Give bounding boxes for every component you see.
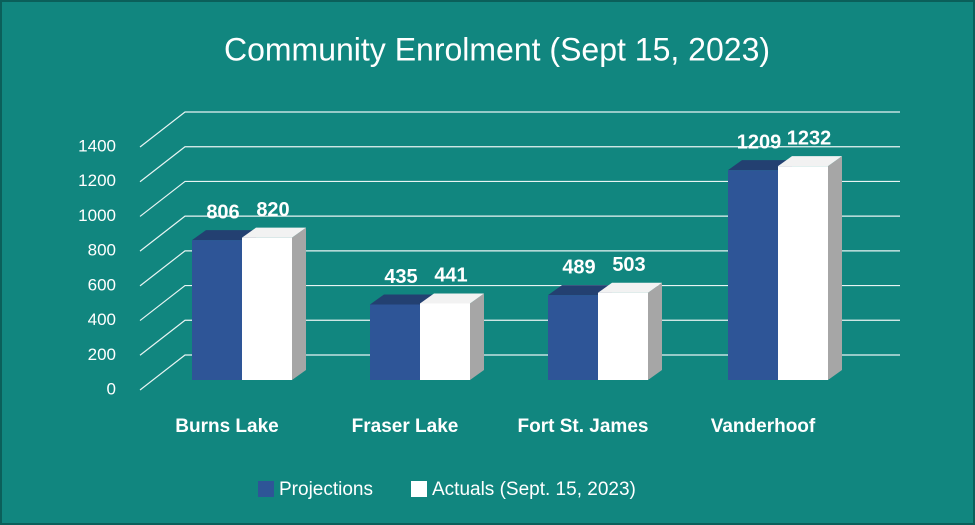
bar (778, 166, 828, 380)
y-tick-label: 600 (88, 275, 116, 294)
grid-line (139, 180, 900, 217)
bar-side (292, 227, 306, 380)
y-tick-label: 1000 (78, 206, 116, 225)
x-tick-label: Fort St. James (518, 416, 649, 437)
legend-swatch (411, 481, 427, 497)
bar-top (192, 230, 256, 241)
grid-line (139, 215, 900, 252)
legend-swatch (258, 481, 274, 497)
data-label: 1232 (787, 127, 832, 149)
y-tick-label: 0 (107, 379, 116, 398)
x-tick-label: Fraser Lake (352, 416, 459, 437)
bar-top (242, 227, 306, 238)
x-tick-label: Burns Lake (175, 416, 278, 437)
data-label: 435 (384, 266, 417, 288)
bar-top (370, 294, 434, 305)
y-tick-label: 200 (88, 345, 116, 364)
data-label: 503 (612, 254, 645, 276)
bar (728, 170, 778, 380)
grid-line (139, 146, 900, 183)
bar-top (778, 156, 842, 167)
legend-label: Projections (279, 479, 373, 500)
data-label: 1209 (737, 131, 782, 153)
bar-top (420, 293, 484, 304)
y-tick-label: 800 (88, 241, 116, 260)
data-label: 489 (562, 256, 595, 278)
data-label: 806 (206, 201, 239, 223)
y-tick-label: 1400 (78, 136, 116, 155)
data-label: 820 (256, 199, 289, 221)
bar-side (470, 293, 484, 380)
bar (370, 304, 420, 380)
x-tick-label: Vanderhoof (711, 416, 816, 437)
y-tick-label: 400 (88, 310, 116, 329)
data-label: 441 (434, 265, 467, 287)
bar-top (728, 160, 792, 171)
legend-label: Actuals (Sept. 15, 2023) (432, 479, 636, 500)
bar (548, 295, 598, 380)
bar (598, 292, 648, 380)
bar-top (548, 285, 612, 296)
grid-line (139, 111, 900, 148)
bar (242, 237, 292, 380)
chart-title: Community Enrolment (Sept 15, 2023) (224, 31, 770, 67)
bar (192, 240, 242, 380)
bar (420, 303, 470, 380)
bar-side (648, 282, 662, 380)
bar-top (598, 282, 662, 293)
grid-line (139, 250, 900, 287)
bar-side (828, 156, 842, 380)
y-tick-label: 1200 (78, 171, 116, 190)
